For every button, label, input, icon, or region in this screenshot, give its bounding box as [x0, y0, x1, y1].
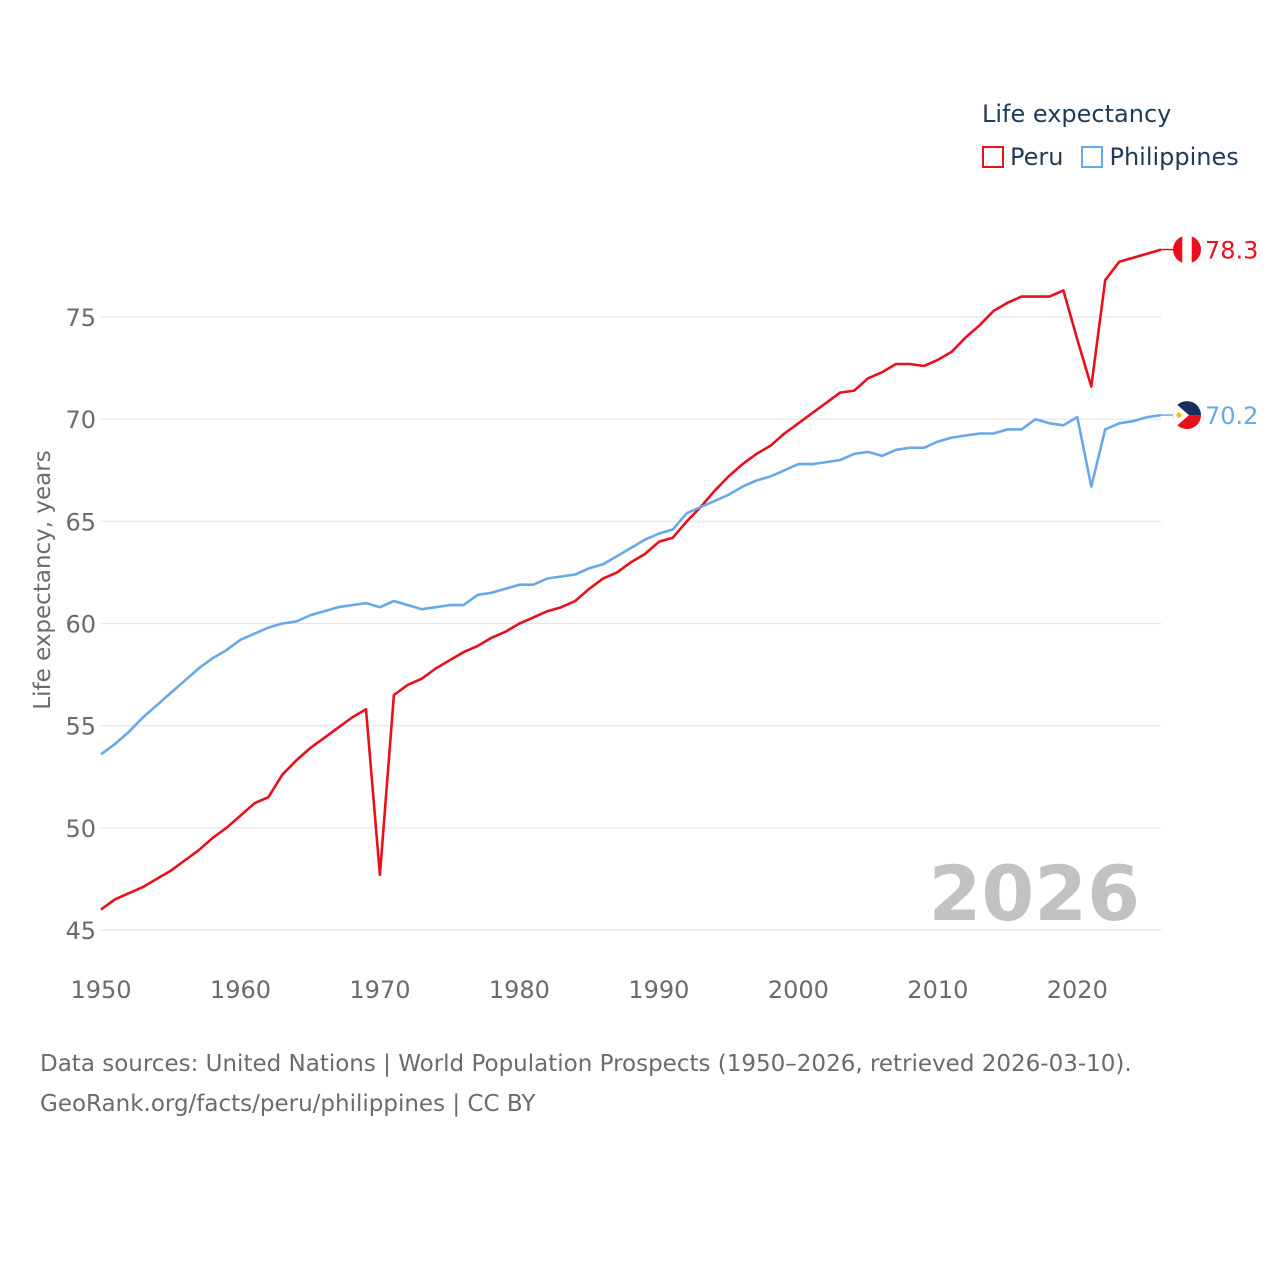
y-tick-label-70: 70	[65, 406, 96, 434]
x-tick-label-2010: 2010	[907, 976, 968, 1004]
end-value-label-philippines: 70.2	[1205, 402, 1258, 430]
end-markers: 78.3 70.2	[1161, 235, 1258, 430]
y-tick-label-60: 60	[65, 611, 96, 639]
end-value-label-peru: 78.3	[1205, 237, 1258, 265]
legend-swatch-peru	[982, 146, 1004, 168]
flag-icon-philippines	[1173, 401, 1201, 430]
series-line-philippines	[100, 413, 1162, 756]
legend-label-philippines: Philippines	[1109, 143, 1239, 171]
source-line-2[interactable]: GeoRank.org/facts/peru/philippines | CC …	[40, 1091, 536, 1117]
series-lines	[100, 248, 1162, 911]
legend-item-peru[interactable]: Peru	[982, 143, 1063, 171]
legend-item-philippines[interactable]: Philippines	[1081, 143, 1239, 171]
y-tick-label-45: 45	[65, 917, 96, 945]
legend: Peru Philippines	[982, 143, 1257, 171]
legend-label-peru: Peru	[1010, 143, 1064, 171]
y-tick-label-65: 65	[65, 508, 96, 536]
x-tick-label-2020: 2020	[1047, 976, 1108, 1004]
source-line-1: Data sources: United Nations | World Pop…	[40, 1051, 1132, 1077]
y-tick-label-75: 75	[65, 304, 96, 332]
x-tick-label-1970: 1970	[349, 976, 410, 1004]
x-tick-label-1980: 1980	[489, 976, 550, 1004]
x-axis-ticks: 1950 1960 1970 1980 1990 2000 2010 2020	[70, 976, 1107, 1004]
x-tick-label-1950: 1950	[70, 976, 131, 1004]
grid-lines	[101, 316, 1161, 931]
series-line-peru	[100, 248, 1162, 911]
x-tick-label-2000: 2000	[768, 976, 829, 1004]
year-watermark: 2026	[928, 849, 1140, 938]
source-note: Data sources: United Nations | World Pop…	[40, 1044, 1132, 1124]
flag-icon-peru	[1173, 235, 1201, 264]
y-tick-label-50: 50	[65, 815, 96, 843]
legend-swatch-philippines	[1081, 146, 1104, 168]
y-axis-label: Life expectancy, years	[30, 450, 56, 709]
x-tick-label-1990: 1990	[628, 976, 689, 1004]
y-axis-ticks: 45 50 55 60 65 70 75	[65, 304, 96, 945]
x-tick-label-1960: 1960	[210, 976, 271, 1004]
y-tick-label-55: 55	[65, 713, 96, 741]
legend-title: Life expectancy	[982, 100, 1172, 128]
